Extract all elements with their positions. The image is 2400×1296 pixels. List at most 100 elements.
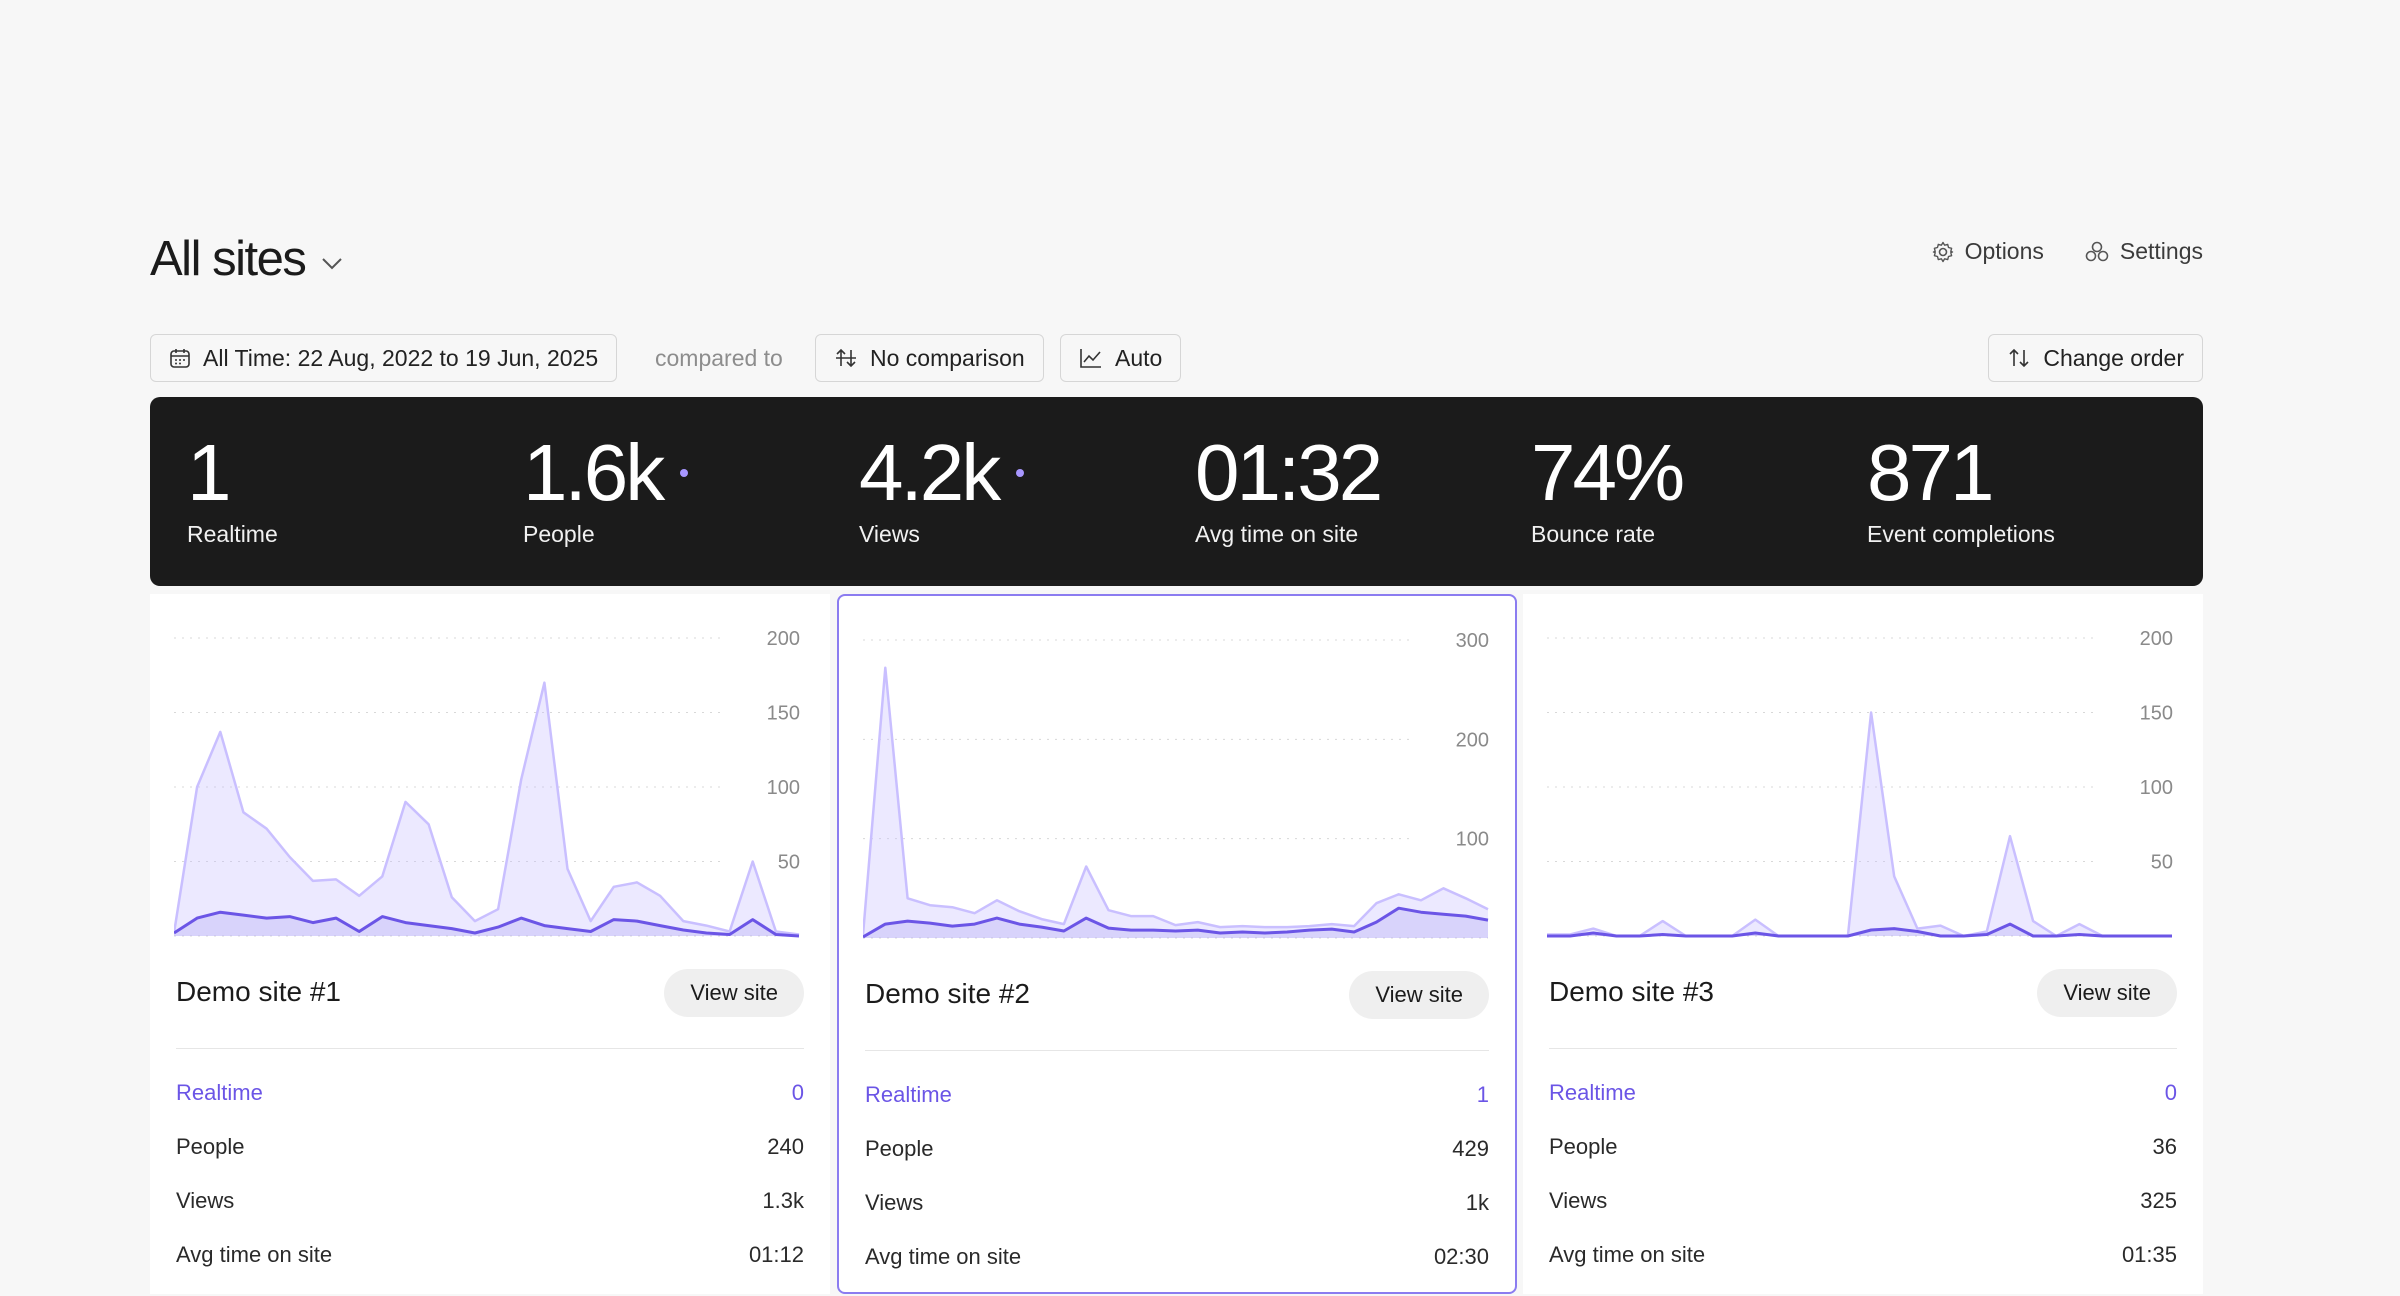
- metric-row-realtime: Realtime 1: [865, 1080, 1489, 1134]
- options-label: Options: [1964, 238, 2044, 264]
- metric-value: 36: [2152, 1134, 2177, 1159]
- metric-label: Realtime: [176, 1080, 263, 1105]
- interval-label: Auto: [1115, 344, 1163, 371]
- metric-label: People: [865, 1136, 934, 1161]
- sort-arrows-icon: [2009, 348, 2029, 368]
- metric-value: 240: [767, 1134, 804, 1159]
- stat-event-completions[interactable]: 871 Event completions: [1867, 427, 2055, 548]
- people-series-area: [174, 912, 799, 936]
- stat-value: 1.6k: [523, 428, 665, 517]
- metric-row-people: People 240: [176, 1132, 804, 1186]
- toolbar: All Time: 22 Aug, 2022 to 19 Jun, 2025 c…: [150, 334, 2203, 384]
- status-dot: [1016, 469, 1025, 477]
- views-series-line: [174, 681, 800, 936]
- stat-realtime[interactable]: 1 Realtime: [187, 427, 278, 548]
- site-name: Demo site #3: [1549, 976, 1714, 1007]
- metric-value: 02:30: [1433, 1244, 1489, 1269]
- comparison-button[interactable]: No comparison: [815, 334, 1044, 382]
- gear-icon: [1932, 241, 1953, 262]
- metric-row-realtime: Realtime 0: [176, 1078, 804, 1132]
- y-tick-label: 50: [2151, 852, 2173, 874]
- metric-row-realtime: Realtime 0: [1549, 1078, 2177, 1132]
- line-chart-icon: [1080, 349, 1101, 368]
- stat-value: 871: [1867, 428, 1994, 517]
- stats-panel: 1 Realtime 1.6k People 4.2k Views 01:32 …: [150, 397, 2203, 586]
- view-site-button[interactable]: View site: [664, 969, 804, 1017]
- compared-to-label: compared to: [655, 345, 783, 371]
- page-title: All sites: [150, 232, 307, 286]
- site-card[interactable]: 200 150 100 50 Demo site #3 View site Realt…: [1523, 594, 2203, 1294]
- metric-label: People: [1549, 1134, 1618, 1159]
- options-button[interactable]: Options: [1931, 238, 2044, 265]
- site-card[interactable]: 300 200 100 Demo site #2 View site Realtim…: [837, 594, 1517, 1294]
- views-series-area: [863, 667, 1488, 938]
- stat-label: Views: [859, 521, 920, 547]
- settings-label: Settings: [2119, 238, 2203, 264]
- settings-icon: [2085, 241, 2109, 261]
- stat-avg-time[interactable]: 01:32 Avg time on site: [1195, 427, 1383, 548]
- metric-value: 325: [2140, 1188, 2177, 1213]
- y-tick-label: 100: [767, 777, 800, 799]
- stat-value: 1: [187, 428, 231, 517]
- stat-label: Realtime: [187, 521, 278, 547]
- change-order-button[interactable]: Change order: [1988, 334, 2203, 382]
- site-chart: 200 150 100 50: [174, 628, 800, 938]
- date-range-label: All Time: 22 Aug, 2022 to 19 Jun, 2025: [203, 344, 599, 371]
- stat-value: 74%: [1531, 428, 1685, 517]
- site-name: Demo site #2: [865, 978, 1030, 1009]
- date-range-button[interactable]: All Time: 22 Aug, 2022 to 19 Jun, 2025: [150, 334, 618, 382]
- metric-row-avg-time: Avg time on site 01:12: [176, 1240, 804, 1294]
- stat-label: People: [523, 521, 595, 547]
- views-series-line: [863, 666, 1489, 936]
- y-tick-label: 200: [767, 628, 800, 650]
- views-series-line: [1547, 711, 2172, 938]
- stat-label: Bounce rate: [1531, 521, 1656, 547]
- stat-value: 01:32: [1195, 428, 1383, 517]
- divider: [1549, 1048, 2177, 1049]
- interval-button[interactable]: Auto: [1060, 334, 1182, 382]
- metric-row-people: People 429: [865, 1134, 1489, 1188]
- y-tick-label: 100: [2140, 777, 2173, 799]
- view-site-button[interactable]: View site: [2037, 969, 2177, 1017]
- stat-people[interactable]: 1.6k People: [523, 427, 689, 548]
- metric-label: Views: [176, 1188, 235, 1213]
- settings-button[interactable]: Settings: [2084, 238, 2203, 265]
- metric-value: 429: [1452, 1136, 1489, 1161]
- site-name: Demo site #1: [176, 976, 341, 1007]
- stat-bounce-rate[interactable]: 74% Bounce rate: [1531, 427, 1685, 548]
- people-series-line: [863, 906, 1489, 939]
- metric-value: 1: [1476, 1082, 1489, 1107]
- metric-label: Realtime: [1549, 1080, 1636, 1105]
- metric-label: Realtime: [865, 1082, 952, 1107]
- status-dot: [680, 469, 689, 477]
- metric-value: 0: [791, 1080, 804, 1105]
- y-tick-label: 150: [767, 703, 800, 725]
- calendar-icon: [170, 349, 190, 368]
- metric-row-views: Views 325: [1549, 1186, 2177, 1240]
- stat-label: Event completions: [1867, 521, 2055, 547]
- comparison-label: No comparison: [870, 344, 1025, 371]
- change-order-label: Change order: [2043, 344, 2184, 371]
- site-card[interactable]: 200 150 100 50 Demo site #1 View site Realt…: [150, 594, 830, 1294]
- view-site-button[interactable]: View site: [1349, 971, 1489, 1019]
- metric-row-people: People 36: [1549, 1132, 2177, 1186]
- site-chart: 300 200 100: [863, 630, 1489, 939]
- stat-views[interactable]: 4.2k Views: [859, 427, 1025, 548]
- metric-value: 01:35: [2121, 1242, 2177, 1267]
- metric-value: 01:12: [748, 1242, 804, 1267]
- metric-row-avg-time: Avg time on site 01:35: [1549, 1240, 2177, 1294]
- divider: [176, 1048, 804, 1049]
- site-selector[interactable]: All sites: [150, 224, 343, 294]
- views-series-area: [174, 682, 799, 936]
- people-series-line: [1547, 922, 2172, 938]
- metric-label: Views: [865, 1190, 924, 1215]
- metric-label: Avg time on site: [1549, 1242, 1706, 1267]
- metric-row-views: Views 1k: [865, 1188, 1489, 1242]
- metric-label: People: [176, 1134, 245, 1159]
- chevron-down-icon: [322, 258, 343, 270]
- divider: [865, 1050, 1489, 1051]
- metric-label: Views: [1549, 1188, 1608, 1213]
- y-tick-label: 200: [2140, 628, 2173, 650]
- stat-label: Avg time on site: [1195, 521, 1359, 547]
- y-tick-label: 150: [2140, 703, 2173, 725]
